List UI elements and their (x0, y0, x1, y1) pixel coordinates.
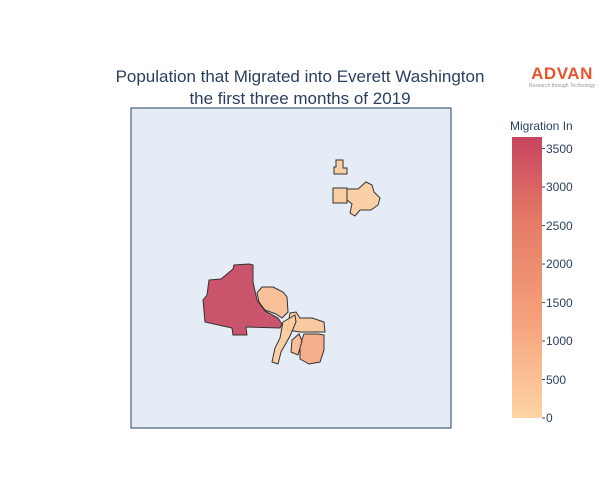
logo-name: ADVAN (531, 64, 593, 83)
colorbar-ticks (542, 148, 545, 419)
region-north-small[interactable] (333, 159, 348, 175)
title-line-1: Population that Migrated into Everett Wa… (115, 67, 485, 86)
colorbar-tick-label: 1000 (546, 334, 573, 348)
colorbar-tick-label: 1500 (546, 295, 573, 310)
regions-layer (202, 159, 381, 365)
region-south-east[interactable] (299, 333, 325, 365)
region-central[interactable] (256, 286, 289, 319)
colorbar-tick-label: 500 (546, 372, 567, 387)
logo-tagline: Research through Technology (528, 83, 596, 89)
colorbar-tick-label: 3500 (546, 141, 573, 156)
region-west-large[interactable] (202, 263, 283, 336)
colorbar-tick-label: 3000 (546, 180, 573, 195)
colorbar-title: Migration In (510, 119, 573, 133)
colorbar-tick-label: 0 (546, 411, 553, 425)
region-north-east[interactable] (346, 181, 381, 217)
colorbar-tick-label: 2500 (546, 218, 573, 233)
colorbar-tick-label: 2000 (546, 257, 573, 272)
region-north-square[interactable] (332, 187, 348, 204)
title-line-2: the first three months of 2019 (189, 89, 411, 108)
colorbar (512, 137, 542, 418)
region-south-strip[interactable] (271, 314, 297, 365)
chart-title: Population that Migrated into Everett Wa… (30, 66, 570, 110)
region-south-small[interactable] (290, 333, 303, 356)
map-area (130, 107, 452, 429)
advan-logo: ADVAN Research through Technology (527, 64, 597, 90)
